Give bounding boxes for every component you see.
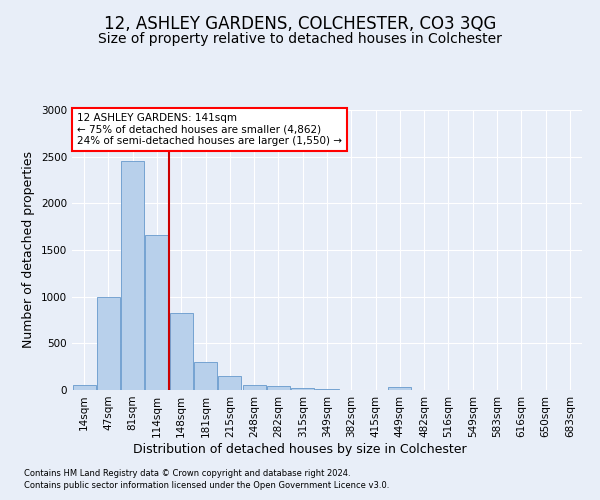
Bar — [73, 386, 95, 390]
Bar — [170, 312, 193, 390]
Bar — [388, 387, 412, 390]
Text: Distribution of detached houses by size in Colchester: Distribution of detached houses by size … — [133, 442, 467, 456]
Text: Contains HM Land Registry data © Crown copyright and database right 2024.: Contains HM Land Registry data © Crown c… — [24, 468, 350, 477]
Bar — [97, 296, 120, 390]
Bar — [242, 385, 266, 390]
Bar — [194, 362, 217, 390]
Text: 12, ASHLEY GARDENS, COLCHESTER, CO3 3QG: 12, ASHLEY GARDENS, COLCHESTER, CO3 3QG — [104, 15, 496, 33]
Y-axis label: Number of detached properties: Number of detached properties — [22, 152, 35, 348]
Bar — [121, 162, 144, 390]
Bar — [267, 386, 290, 390]
Text: Contains public sector information licensed under the Open Government Licence v3: Contains public sector information licen… — [24, 481, 389, 490]
Text: 12 ASHLEY GARDENS: 141sqm
← 75% of detached houses are smaller (4,862)
24% of se: 12 ASHLEY GARDENS: 141sqm ← 75% of detac… — [77, 113, 342, 146]
Bar — [291, 388, 314, 390]
Bar — [218, 376, 241, 390]
Text: Size of property relative to detached houses in Colchester: Size of property relative to detached ho… — [98, 32, 502, 46]
Bar — [145, 235, 169, 390]
